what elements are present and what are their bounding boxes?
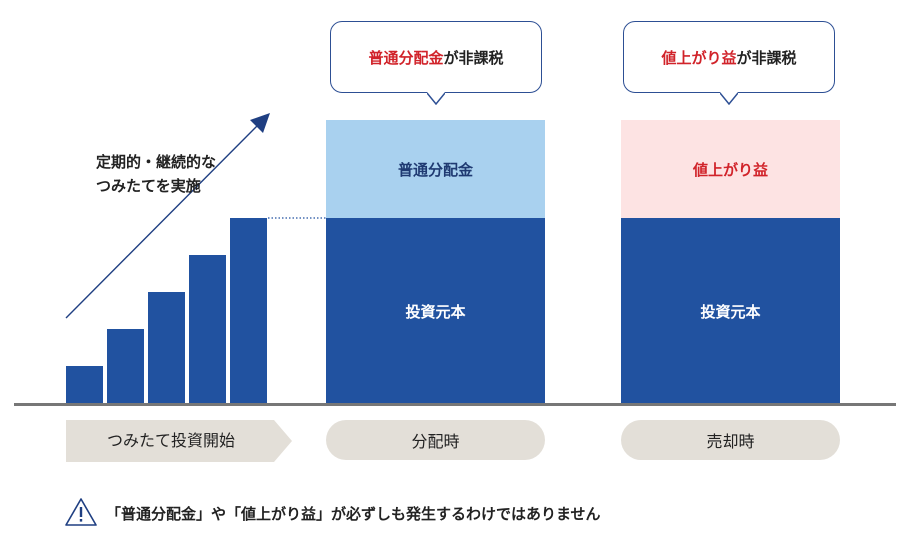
cube bbox=[230, 218, 267, 255]
distribution-stage-label: 分配時 bbox=[411, 432, 460, 451]
cube bbox=[230, 292, 267, 329]
baseline bbox=[14, 403, 896, 406]
cube bbox=[189, 292, 226, 329]
sale-gain-label: 値上がり益 bbox=[692, 160, 768, 179]
disclaimer-note: 「普通分配金」や「値上がり益」が必ずしも発生するわけではありません bbox=[106, 505, 601, 523]
distribution-gain-block: 普通分配金 bbox=[326, 120, 545, 218]
distribution-principal-label: 投資元本 bbox=[405, 302, 466, 321]
cube bbox=[189, 366, 226, 403]
accumulation-note-line1: 定期的・継続的な bbox=[96, 153, 217, 171]
distribution-gain-label: 普通分配金 bbox=[397, 160, 473, 179]
cube bbox=[107, 329, 144, 366]
accumulation-note: 定期的・継続的な つみたてを実施 bbox=[96, 150, 216, 198]
cube bbox=[230, 255, 267, 292]
cube bbox=[230, 366, 267, 403]
cube bbox=[148, 329, 185, 366]
accumulate-stage-arrow bbox=[66, 420, 292, 462]
sale-stage-label: 売却時 bbox=[706, 432, 755, 451]
cube bbox=[148, 292, 185, 329]
cube bbox=[107, 366, 144, 403]
distribution-callout-rest: が非課税 bbox=[443, 48, 504, 67]
sale-callout-rest: が非課税 bbox=[736, 48, 797, 67]
sale-principal-label: 投資元本 bbox=[700, 302, 761, 321]
accumulation-note-line2: つみたてを実施 bbox=[96, 177, 201, 195]
cube bbox=[66, 366, 103, 403]
cube bbox=[189, 329, 226, 366]
sale-principal-block: 投資元本 bbox=[621, 218, 840, 404]
accumulate-stage-label: つみたて投資開始 bbox=[106, 431, 235, 450]
distribution-stage-pill: 分配時 bbox=[326, 420, 545, 460]
sale-gain-block: 値上がり益 bbox=[621, 120, 840, 218]
distribution-principal-block: 投資元本 bbox=[326, 218, 545, 404]
distribution-callout-emphasis: 普通分配金 bbox=[368, 48, 444, 67]
sale-stage-pill: 売却時 bbox=[621, 420, 840, 460]
cube bbox=[148, 366, 185, 403]
cube bbox=[230, 329, 267, 366]
callout-tail-icon bbox=[720, 92, 738, 105]
warning-icon bbox=[65, 498, 97, 526]
accumulation-staircase bbox=[0, 0, 300, 410]
sale-tax-free-callout: 値上がり益 が非課税 bbox=[623, 21, 835, 105]
distribution-tax-free-callout: 普通分配金 が非課税 bbox=[330, 21, 542, 105]
cube bbox=[189, 255, 226, 292]
sale-callout-emphasis: 値上がり益 bbox=[661, 48, 737, 67]
callout-tail-icon bbox=[427, 92, 445, 105]
